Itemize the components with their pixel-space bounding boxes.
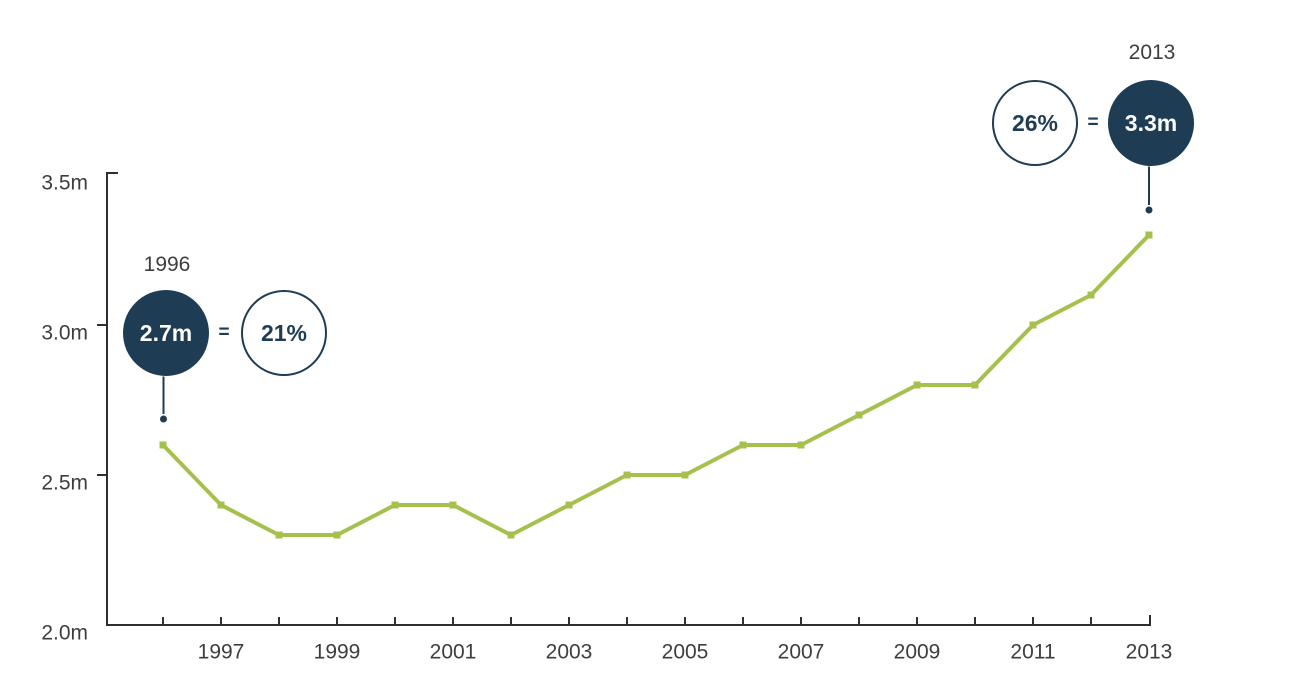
x-axis-tick-label: 2007 [777,640,825,664]
y-axis-tick-label: 3.5m [41,171,88,195]
callout-2013-year-label: 2013 [1128,41,1176,64]
data-point-marker [507,531,515,539]
callout-2013-leader-dot [1145,206,1153,214]
data-point-marker [565,501,573,509]
data-point-marker [855,411,863,419]
data-point-marker [971,381,979,389]
data-point-marker [1029,321,1037,329]
callout-2013-equals-sign: = [1087,112,1099,133]
x-axis-tick-label: 1997 [197,640,245,664]
callout-1996-value-bubble: 2.7m [123,290,209,376]
callout-1996-year-label: 1996 [143,253,191,276]
axis-lines [106,172,1151,626]
data-point-marker [449,501,457,509]
x-axis-tick-label: 2001 [429,640,477,664]
data-line [161,233,1151,537]
data-point-marker [1087,291,1095,299]
data-point-marker [333,531,341,539]
callout-2013-percent-bubble: 26% [992,80,1078,166]
callout-1996-equals-sign: = [218,322,230,343]
x-axis-tick-label: 2009 [893,640,941,664]
data-point-marker [913,381,921,389]
y-axis-tick-label: 2.5m [41,471,88,495]
data-point-marker [623,471,631,479]
x-axis-tick-label: 1999 [313,640,361,664]
x-axis-tick-label: 2013 [1125,640,1173,664]
data-point-marker [217,501,225,509]
data-point-marker [681,471,689,479]
x-axis-tick-label: 2011 [1010,640,1056,664]
data-point-marker [391,501,399,509]
callout-1996-leader-dot [160,415,167,423]
x-axis-tick-label: 2005 [661,640,709,664]
data-point-marker [739,441,747,449]
x-axis-tick-label: 2003 [545,640,593,664]
data-point-marker [275,531,283,539]
data-point-marker [159,441,167,449]
data-point-marker [1145,231,1153,239]
callout-2013-value-bubble: 3.3m [1108,80,1194,166]
callout-1996-percent-bubble: 21% [241,290,327,376]
y-axis-tick-label: 3.0m [41,321,88,345]
y-axis-tick-label: 2.0m [41,621,88,645]
data-point-marker [797,441,805,449]
